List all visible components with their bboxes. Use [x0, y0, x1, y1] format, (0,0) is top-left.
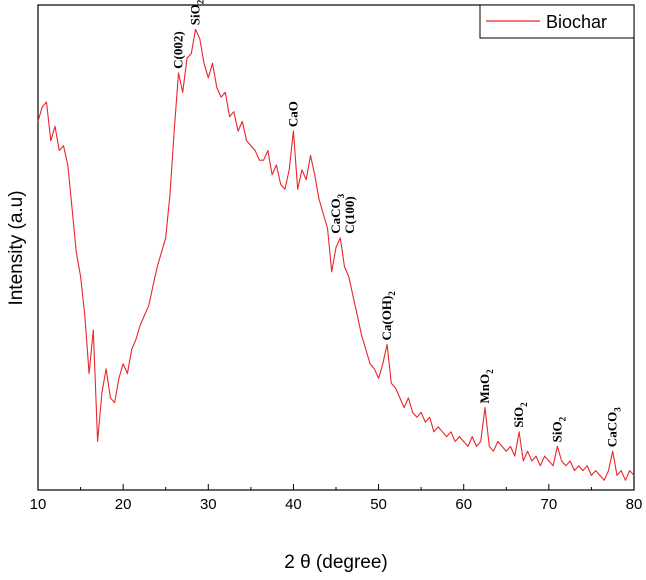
x-axis-tick-labels: 10 20 30 40 50 60 70 80 — [30, 496, 643, 513]
peak-annotation: CaCO3 — [605, 407, 623, 447]
peak-annotation: MnO2 — [477, 369, 495, 404]
peak-annotation: C(002) — [170, 31, 185, 69]
peak-annotation: CaO — [285, 101, 300, 127]
x-tick-label: 10 — [30, 496, 47, 513]
x-axis-ticks — [37, 484, 635, 490]
peak-annotations: C(002)SiO2CaOCaCO3C(100)Ca(OH)2MnO2SiO2S… — [170, 0, 622, 447]
peak-annotation: C(100) — [342, 196, 357, 234]
peak-annotation: Ca(OH)2 — [379, 291, 397, 341]
legend: Biochar — [479, 4, 635, 39]
x-tick-label: 50 — [370, 496, 387, 513]
peak-annotation: CaCO3 — [328, 193, 346, 233]
x-tick-label: 20 — [115, 496, 132, 513]
x-tick-label: 40 — [285, 496, 302, 513]
peak-annotation: SiO2 — [188, 0, 206, 25]
x-tick-label: 80 — [626, 496, 643, 513]
y-axis-title: Intensity (a.u) — [6, 190, 27, 305]
x-tick-label: 60 — [455, 496, 472, 513]
series-line-biochar — [37, 28, 635, 481]
peak-annotation: SiO2 — [511, 402, 529, 428]
peak-annotation: SiO2 — [549, 416, 567, 442]
x-axis-title: 2 θ (degree) — [284, 552, 388, 573]
x-tick-label: 70 — [541, 496, 558, 513]
legend-label-biochar: Biochar — [546, 12, 607, 32]
x-tick-label: 30 — [200, 496, 217, 513]
